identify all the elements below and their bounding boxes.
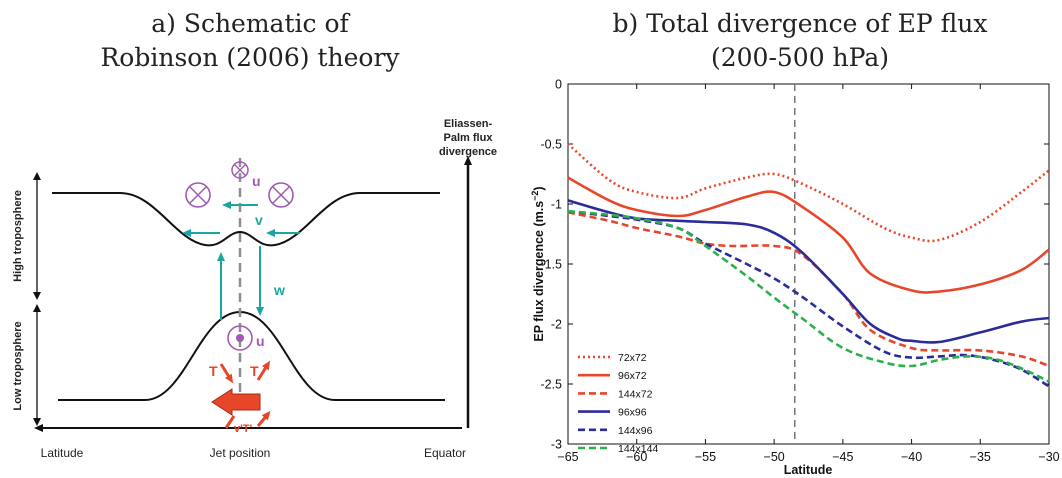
- x-tick-label: −65: [557, 450, 578, 464]
- u-low-symbol: [227, 325, 253, 351]
- t-left-label: T: [209, 363, 218, 379]
- xaxis-jet-position-label: Jet position: [210, 446, 271, 460]
- series-line-96x72: [567, 176, 1050, 294]
- v-label: v: [255, 212, 263, 228]
- y-tick-label: -3: [551, 438, 562, 452]
- t-arrow-right: [256, 360, 271, 381]
- legend-label-72x72: 72x72: [618, 352, 647, 364]
- x-tick-label: −50: [764, 450, 785, 464]
- x-tick-labels: −65 −60 −55 −50 −45 −40 −35 −30: [557, 450, 1059, 464]
- lower-troposphere-curve: [58, 310, 445, 401]
- series-lines: [567, 143, 1050, 388]
- ep-label-line1: Eliassen-: [444, 118, 493, 130]
- series-line-144x72: [567, 211, 1050, 368]
- x-tick-label: −60: [626, 450, 647, 464]
- legend: 72x72 96x72 144x72 96x96 144x96 144x144: [578, 352, 658, 455]
- ylabel-low-troposphere: Low troposphere: [12, 321, 24, 410]
- y-tick-label: -1.5: [540, 258, 562, 272]
- w-label: w: [273, 282, 285, 298]
- x-tick-label: −40: [901, 450, 922, 464]
- chart-title-line1: b) Total divergence of EP flux: [612, 9, 987, 38]
- vt-label: v'T': [234, 423, 252, 435]
- plot-area-frame: [567, 83, 1050, 445]
- schematic-title-line1: a) Schematic of: [151, 9, 350, 38]
- u-low-label: u: [256, 333, 265, 349]
- u-top-symbol: [231, 161, 249, 179]
- ep-flux-chart: b) Total divergence of EP flux (200-500 …: [530, 9, 1060, 477]
- y-tick-label: 0: [555, 78, 562, 92]
- xaxis-equator-label: Equator: [424, 446, 466, 460]
- x-axis-label: Latitude: [784, 463, 833, 477]
- eddy-into-page-right-symbol: [268, 182, 294, 208]
- y-tick-label: -0.5: [540, 138, 562, 152]
- chart-title-line2: (200-500 hPa): [711, 43, 889, 72]
- schematic-title-line2: Robinson (2006) theory: [100, 43, 400, 72]
- legend-label-144x72: 144x72: [618, 388, 653, 400]
- upper-troposphere-curve: [52, 192, 440, 247]
- legend-label-96x72: 96x72: [618, 370, 647, 382]
- y-axis-label: EP flux divergence (m.s−2): [530, 186, 546, 341]
- x-tick-label: −35: [970, 450, 991, 464]
- eddy-into-page-left-symbol: [185, 182, 211, 208]
- ep-label-line2: Palm flux: [444, 132, 494, 144]
- u-top-label: u: [252, 173, 261, 189]
- schematic-panel: a) Schematic of Robinson (2006) theory H…: [12, 9, 497, 460]
- legend-label-144x144: 144x144: [618, 443, 658, 455]
- y-tick-label: -1: [551, 198, 562, 212]
- vt-arrow-small-right: [256, 410, 271, 427]
- legend-label-96x96: 96x96: [618, 407, 647, 419]
- y-tick-label: -2: [551, 318, 562, 332]
- y-tick-labels: 0 -0.5 -1 -1.5 -2 -2.5 -3: [540, 78, 562, 452]
- y-tick-label: -2.5: [540, 378, 562, 392]
- series-line-72x72: [567, 143, 1050, 243]
- legend-label-144x96: 144x96: [618, 425, 653, 437]
- ylabel-high-troposphere: High troposphere: [12, 190, 24, 282]
- vt-arrow-small-left: [224, 415, 236, 429]
- t-right-label: T: [250, 363, 259, 379]
- ep-label-line3: divergence: [439, 146, 497, 158]
- xaxis-latitude-label: Latitude: [41, 446, 84, 460]
- t-arrow-left: [219, 363, 234, 384]
- vt-flux-arrow: [211, 388, 261, 416]
- series-line-144x144: [567, 209, 1050, 383]
- series-line-96x96: [567, 199, 1050, 344]
- x-tick-label: −55: [695, 450, 716, 464]
- x-tick-label: −45: [832, 450, 853, 464]
- x-tick-label: −30: [1038, 450, 1059, 464]
